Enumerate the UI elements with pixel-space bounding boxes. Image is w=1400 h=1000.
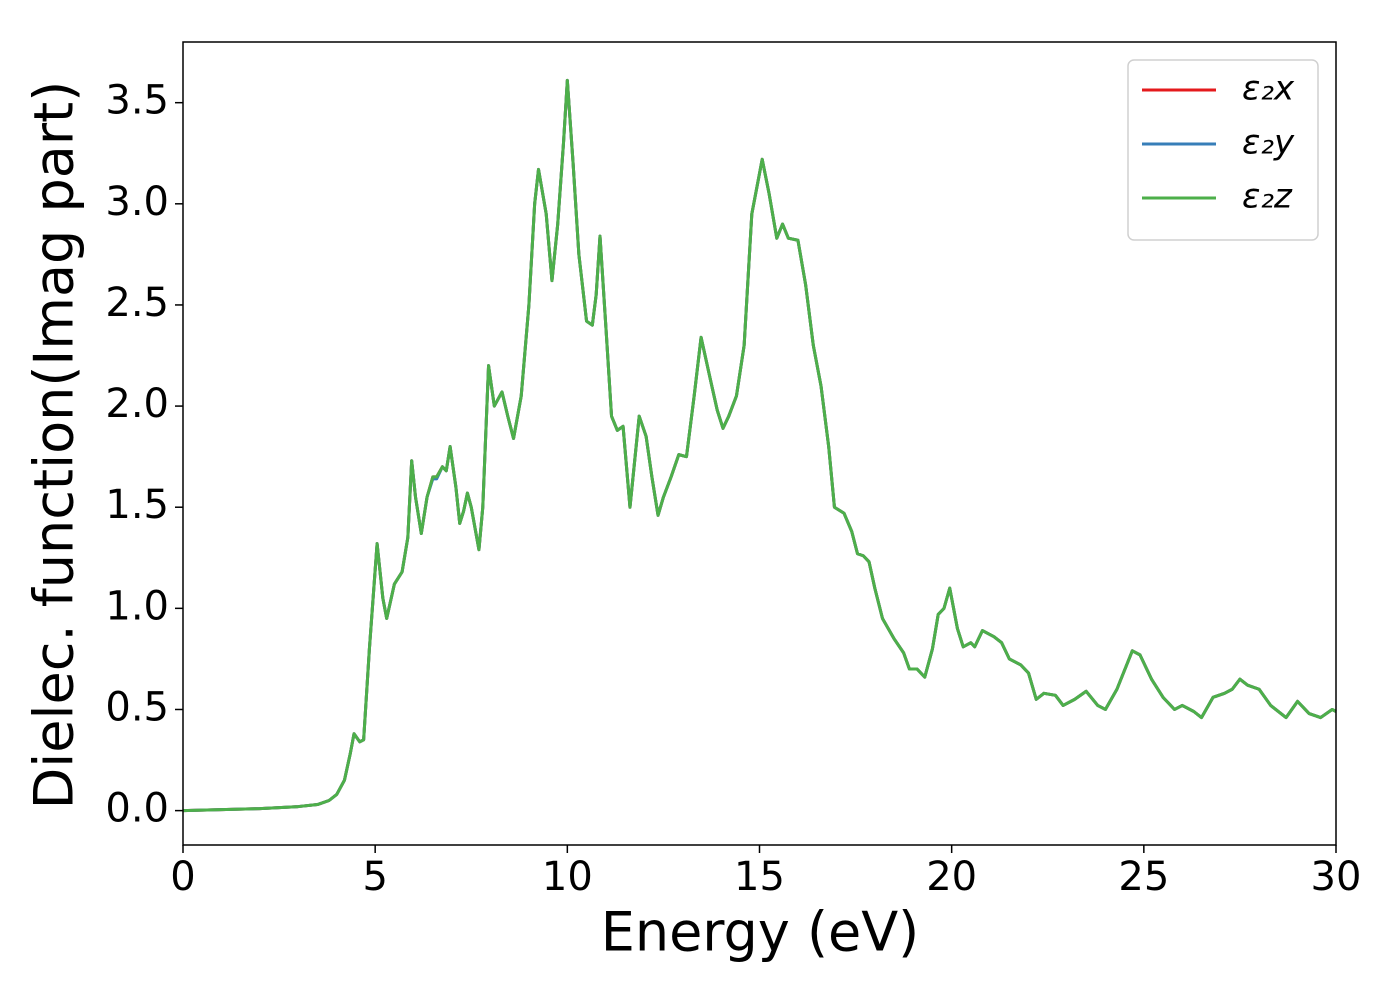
x-tick-label: 30 <box>1311 854 1362 900</box>
x-tick-label: 15 <box>734 854 785 900</box>
y-tick-label: 2.5 <box>105 280 169 326</box>
x-tick-label: 5 <box>362 854 387 900</box>
y-tick-label: 0.5 <box>105 684 169 730</box>
legend-label: ε₂y <box>1242 123 1295 163</box>
y-axis-label: Dielec. function(Imag part) <box>23 81 86 810</box>
y-tick-label: 2.0 <box>105 381 169 427</box>
y-tick-label: 3.0 <box>105 179 169 225</box>
plot-frame <box>182 41 1337 846</box>
legend-label: ε₂x <box>1242 69 1295 109</box>
x-tick-label: 0 <box>170 854 195 900</box>
legend-box <box>1127 59 1319 241</box>
x-tick-label: 25 <box>1118 854 1169 900</box>
y-tick-label: 1.5 <box>105 482 169 528</box>
legend-label: ε₂z <box>1242 177 1293 217</box>
y-tick-label: 1.0 <box>105 583 169 629</box>
y-tick-label: 0.0 <box>105 786 169 832</box>
x-axis-label: Energy (eV) <box>601 901 920 964</box>
x-tick-label: 20 <box>926 854 977 900</box>
y-tick-label: 3.5 <box>105 78 169 124</box>
series-line <box>182 78 1337 813</box>
x-tick-label: 10 <box>542 854 593 900</box>
